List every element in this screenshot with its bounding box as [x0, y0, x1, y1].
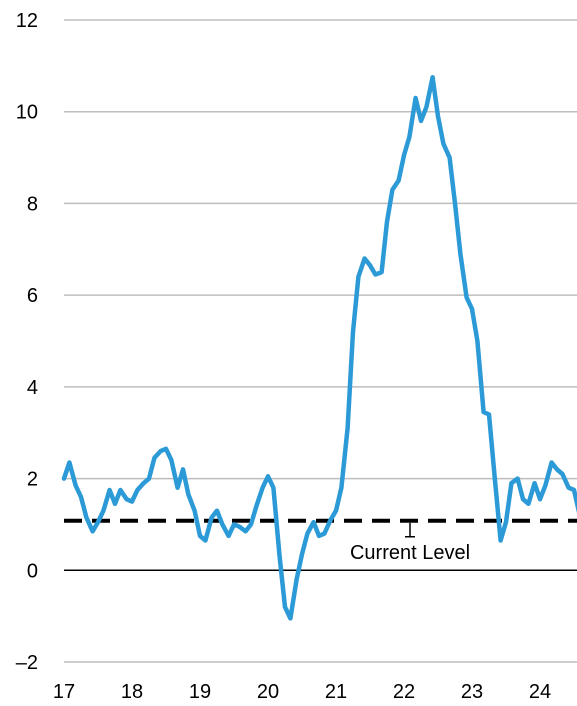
y-tick-label: 0: [27, 560, 38, 582]
y-tick-label: 4: [27, 377, 38, 399]
series-line: [61, 75, 577, 621]
x-tick-label: 24: [529, 681, 551, 703]
x-tick-label: 19: [189, 681, 211, 703]
current-level-label: Current Level: [350, 542, 470, 564]
grid-lines: [64, 19, 577, 663]
y-tick-label: 12: [16, 10, 38, 32]
x-tick-label: 21: [325, 681, 347, 703]
y-tick-label: 2: [27, 469, 38, 491]
x-tick-label: 20: [257, 681, 279, 703]
x-tick-label: 23: [461, 681, 483, 703]
reference-line-group: Current Level: [64, 518, 577, 564]
x-tick-label: 22: [393, 681, 415, 703]
y-tick-label: –2: [16, 652, 38, 674]
x-tick-label: 17: [53, 681, 75, 703]
y-tick-label: 6: [27, 285, 38, 307]
series-group: [61, 75, 577, 621]
y-tick-label: 8: [27, 193, 38, 215]
y-tick-label: 10: [16, 102, 38, 124]
x-tick-label: 18: [121, 681, 143, 703]
